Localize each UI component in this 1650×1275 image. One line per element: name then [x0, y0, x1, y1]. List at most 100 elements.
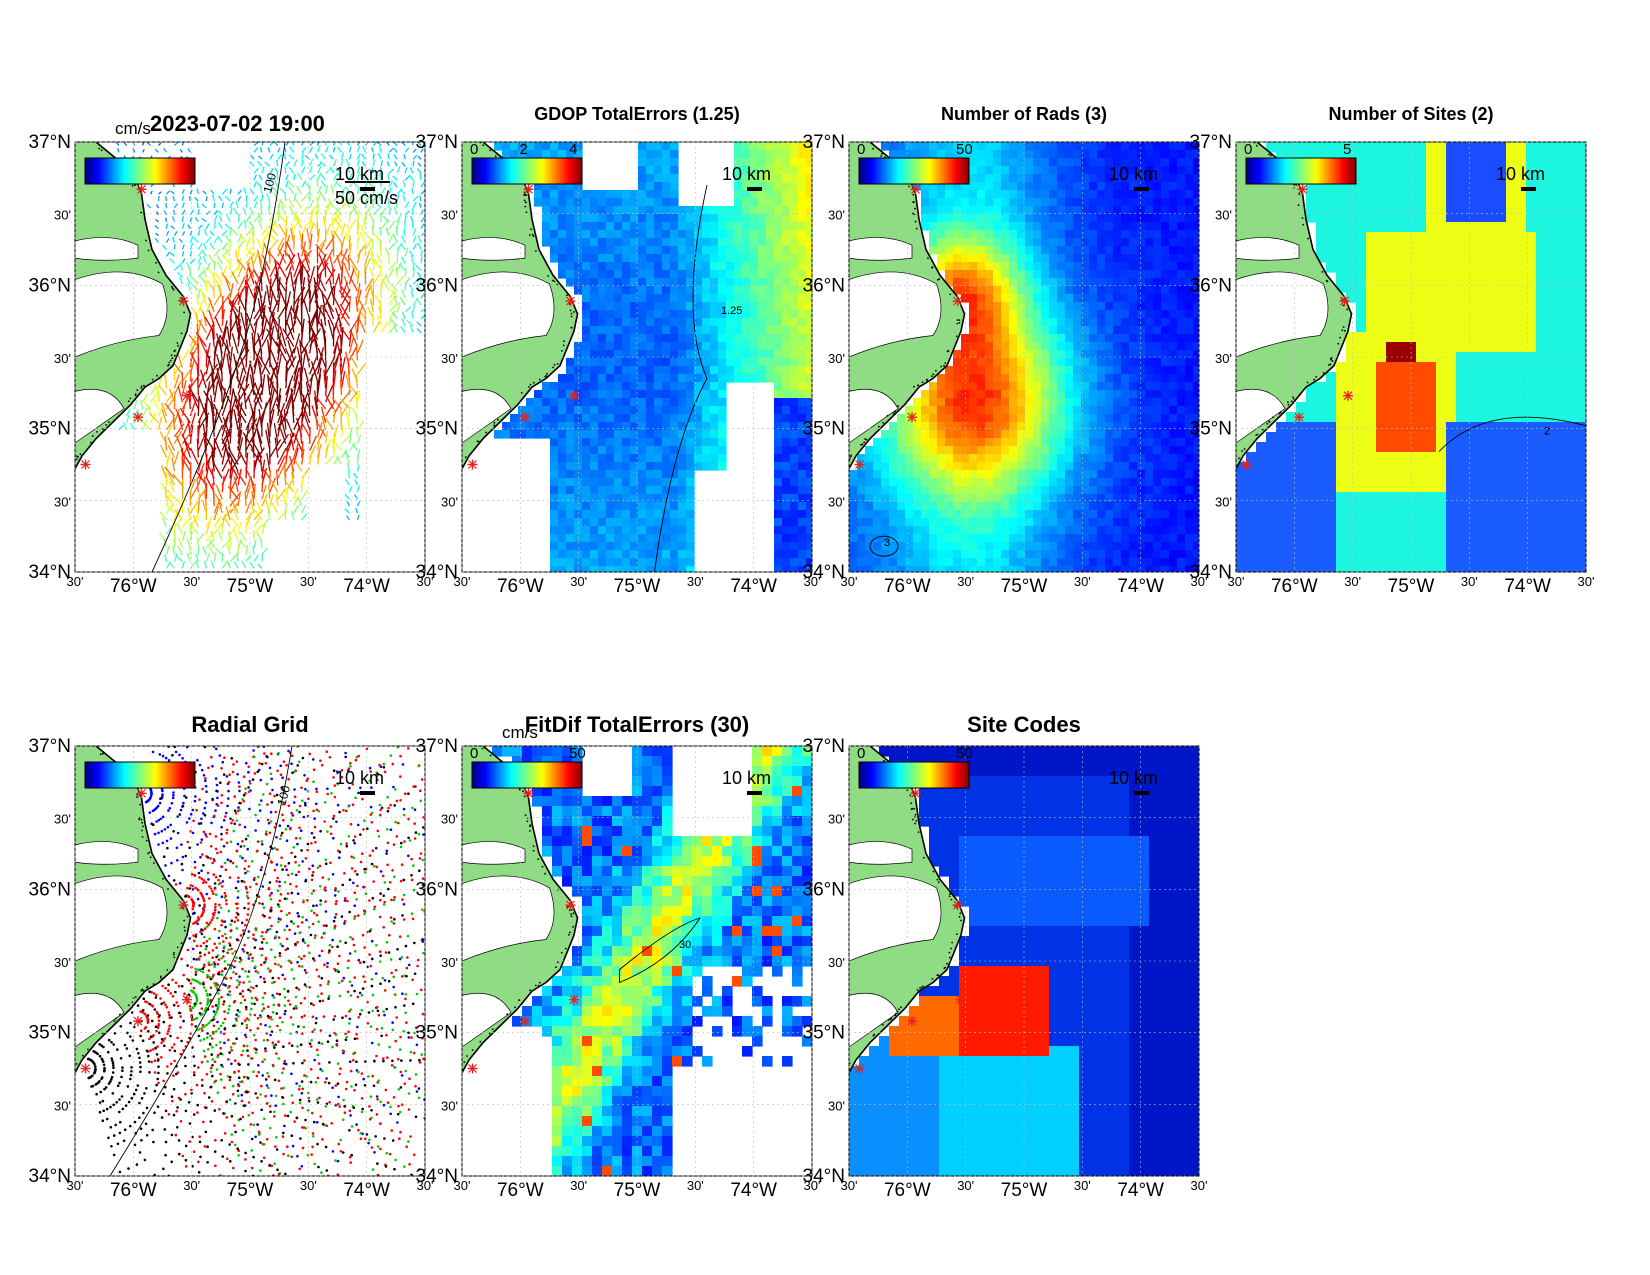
data-cell: [1081, 334, 1090, 343]
data-cell: [1073, 374, 1082, 383]
current-vector: [253, 524, 262, 535]
current-vector: [189, 425, 194, 444]
data-cell: [1177, 494, 1186, 503]
data-cell: [961, 350, 970, 359]
data-cell: [678, 494, 687, 503]
current-vector: [368, 245, 374, 257]
data-cell: [638, 334, 647, 343]
data-cell: [678, 342, 687, 351]
current-vector: [339, 304, 350, 320]
data-cell: [1153, 350, 1162, 359]
data-cell: [670, 182, 679, 191]
data-cell: [1073, 342, 1082, 351]
lat-minute-label: 30': [441, 351, 458, 366]
current-vector: [340, 356, 346, 375]
current-vector: [231, 271, 239, 285]
data-cell: [582, 302, 591, 311]
data-cell: [1057, 382, 1066, 391]
data-cell: [945, 454, 954, 463]
current-vector: [345, 186, 351, 195]
data-cell: [790, 358, 799, 367]
data-cell: [566, 142, 575, 151]
data-cell: [1121, 318, 1130, 327]
data-cell: [1041, 342, 1050, 351]
current-vector: [401, 162, 406, 167]
current-vector: [177, 537, 184, 548]
data-cell: [1001, 334, 1010, 343]
data-cell: [1113, 326, 1122, 335]
data-cell: [1073, 270, 1082, 279]
data-cell: [1177, 390, 1186, 399]
data-cell: [1041, 446, 1050, 455]
data-cell: [1073, 382, 1082, 391]
data-cell: [598, 446, 607, 455]
data-cell: [881, 470, 890, 479]
current-vector: [393, 234, 398, 243]
current-vector: [354, 412, 359, 424]
data-cell: [718, 382, 727, 391]
current-vector: [355, 508, 359, 514]
current-vector: [388, 233, 394, 243]
current-vector: [301, 409, 304, 430]
data-cell: [734, 350, 743, 359]
data-cell: [1041, 430, 1050, 439]
current-vector: [288, 254, 295, 271]
current-vector: [213, 202, 216, 208]
data-cell: [598, 486, 607, 495]
data-cell: [1057, 470, 1066, 479]
current-vector: [377, 152, 382, 160]
data-cell: [686, 238, 695, 247]
data-cell: [662, 534, 671, 543]
current-vector: [253, 318, 258, 340]
data-cell: [614, 438, 623, 447]
current-vector: [247, 267, 255, 285]
current-vector: [236, 470, 247, 486]
site-marker: [523, 184, 534, 195]
data-cell: [678, 486, 687, 495]
shore-dot: [570, 326, 573, 329]
data-cell: [718, 366, 727, 375]
data-cell: [790, 214, 799, 223]
data-cell: [929, 470, 938, 479]
data-cell: [1009, 446, 1018, 455]
data-cell: [774, 526, 783, 535]
data-cell: [1033, 166, 1042, 175]
data-cell: [1097, 422, 1106, 431]
data-cell: [750, 350, 759, 359]
data-cell: [750, 214, 759, 223]
data-cell: [1033, 158, 1042, 167]
data-cell: [782, 518, 791, 527]
data-cell: [638, 398, 647, 407]
data-cell: [630, 366, 639, 375]
data-cell: [726, 222, 735, 231]
data-cell: [969, 326, 978, 335]
current-vector: [336, 254, 343, 271]
data-cell: [726, 262, 735, 271]
data-cell: [806, 342, 812, 351]
data-cell: [678, 350, 687, 359]
data-cell: [1161, 430, 1170, 439]
data-cell: [798, 310, 807, 319]
data-cell: [774, 470, 783, 479]
data-cell: [670, 174, 679, 183]
data-cell: [905, 454, 914, 463]
current-vector: [393, 181, 398, 188]
data-cell: [774, 478, 783, 487]
data-cell: [1145, 374, 1154, 383]
data-cell: [1145, 158, 1154, 167]
shore-dot: [529, 383, 532, 386]
current-vector: [237, 294, 247, 313]
current-vector: [152, 398, 160, 410]
current-vector: [142, 148, 145, 153]
data-cell: [977, 190, 986, 199]
data-cell: [1185, 182, 1194, 191]
data-cell: [1073, 366, 1082, 375]
data-cell: [1177, 158, 1186, 167]
data-cell: [790, 150, 799, 159]
data-cell: [969, 310, 978, 319]
data-cell: [742, 198, 751, 207]
data-cell: [710, 390, 719, 399]
data-cell: [550, 558, 559, 567]
data-cell: [1185, 430, 1194, 439]
data-cell: [1121, 198, 1130, 207]
